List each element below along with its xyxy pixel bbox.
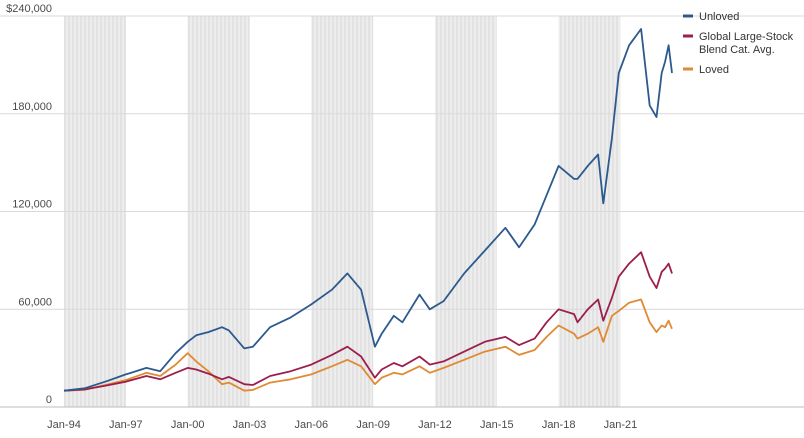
x-tick-label: Jan-94 <box>47 419 81 431</box>
series-lines <box>63 28 673 392</box>
x-tick-label: Jan-09 <box>356 419 390 431</box>
series-line-loved <box>63 298 673 392</box>
y-axis: 0 60,000 120,000 180,000 $240,000 <box>6 3 52 406</box>
x-tick-label: Jan-12 <box>418 419 452 431</box>
x-tick-label: Jan-03 <box>233 419 267 431</box>
y-tick-label: 120,000 <box>12 199 52 211</box>
x-tick-label: Jan-18 <box>542 419 576 431</box>
legend-label: Unloved <box>699 11 739 23</box>
y-tick-label: 60,000 <box>18 296 52 308</box>
legend-label: Global Large-Stock Blend Cat. Avg. <box>699 31 794 56</box>
y-tick-label: $240,000 <box>6 3 52 15</box>
legend: Unloved Global Large-Stock Blend Cat. Avg.… <box>683 11 794 76</box>
y-tick-label: 0 <box>46 394 52 406</box>
y-tick-label: 180,000 <box>12 101 52 113</box>
x-tick-label: Jan-00 <box>171 419 205 431</box>
legend-label: Loved <box>699 64 729 76</box>
series-line-global-large-stock-blend-cat-avg <box>63 251 673 392</box>
x-tick-label: Jan-21 <box>604 419 638 431</box>
x-tick-label: Jan-15 <box>480 419 514 431</box>
series-line-unloved <box>63 28 673 392</box>
gridlines <box>0 15 804 408</box>
x-tick-label: Jan-97 <box>109 419 143 431</box>
x-tick-label: Jan-06 <box>295 419 329 431</box>
x-axis: Jan-94 Jan-97 Jan-00 Jan-03 Jan-06 Jan-09 Jan-… <box>47 419 637 431</box>
